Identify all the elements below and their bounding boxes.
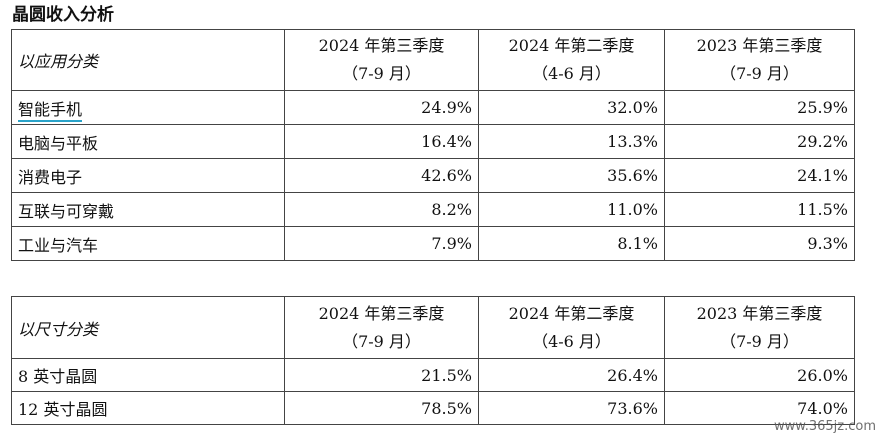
period-label: 2024 年第三季度 [318, 36, 445, 55]
revenue-by-application-table: 以应用分类 2024 年第三季度 （7-9 月） 2024 年第二季度 （4-6… [11, 29, 855, 261]
table-row: 8 英寸晶圆 21.5% 26.4% 26.0% [11, 358, 855, 392]
table-cell: 8.1% [478, 226, 665, 261]
table-cell: 26.4% [478, 358, 665, 392]
column-header: 2023 年第三季度 （7-9 月） [664, 29, 855, 91]
table-row: 互联与可穿戴 8.2% 11.0% 11.5% [11, 192, 855, 227]
column-header: 2024 年第二季度 （4-6 月） [478, 29, 665, 91]
site-watermark: www.365jz.com [774, 419, 876, 434]
period-label: 2023 年第三季度 [696, 36, 823, 55]
category-header: 以应用分类 [11, 29, 285, 91]
column-header: 2023 年第三季度 （7-9 月） [664, 296, 855, 359]
column-header: 2024 年第三季度 （7-9 月） [284, 29, 479, 91]
table-cell: 29.2% [664, 124, 855, 159]
column-header: 2024 年第三季度 （7-9 月） [284, 296, 479, 359]
table-cell: 7.9% [284, 226, 479, 261]
table-cell: 25.9% [664, 90, 855, 125]
period-months: （4-6 月） [532, 331, 611, 351]
revenue-by-wafer-size-table: 以尺寸分类 2024 年第三季度 （7-9 月） 2024 年第二季度 （4-6… [11, 296, 855, 425]
table-cell: 13.3% [478, 124, 665, 159]
table-cell: 11.5% [664, 192, 855, 227]
period-label: 2024 年第二季度 [508, 303, 635, 323]
table-cell: 24.1% [664, 158, 855, 193]
table-cell: 16.4% [284, 124, 479, 159]
period-months: （7-9 月） [720, 331, 799, 351]
smartphone-link[interactable]: 智能手机 [18, 99, 83, 122]
table-row: 电脑与平板 16.4% 13.3% 29.2% [11, 124, 855, 159]
table-cell: 9.3% [664, 226, 855, 261]
table-cell: 8.2% [284, 192, 479, 227]
category-header: 以尺寸分类 [11, 296, 285, 359]
page-title: 晶圆收入分析 [12, 5, 114, 25]
period-label: 2024 年第二季度 [508, 36, 635, 55]
table-cell: 78.5% [284, 391, 479, 425]
table-cell: 73.6% [478, 391, 665, 425]
row-label: 8 英寸晶圆 [11, 358, 285, 392]
period-months: （7-9 月） [720, 64, 799, 83]
row-label: 工业与汽车 [11, 226, 285, 261]
period-label: 2023 年第三季度 [696, 303, 823, 323]
table-row: 12 英寸晶圆 78.5% 73.6% 74.0% [11, 391, 855, 425]
column-header: 2024 年第二季度 （4-6 月） [478, 296, 665, 359]
period-months: （7-9 月） [342, 64, 421, 83]
row-label: 消费电子 [11, 158, 285, 193]
table-cell: 35.6% [478, 158, 665, 193]
table-cell: 24.9% [284, 90, 479, 125]
table-cell: 26.0% [664, 358, 855, 392]
table-row: 工业与汽车 7.9% 8.1% 9.3% [11, 226, 855, 261]
table-header-row: 以应用分类 2024 年第三季度 （7-9 月） 2024 年第二季度 （4-6… [11, 29, 855, 91]
table-cell: 21.5% [284, 358, 479, 392]
period-label: 2024 年第三季度 [318, 303, 445, 323]
period-months: （7-9 月） [342, 331, 421, 351]
table-header-row: 以尺寸分类 2024 年第三季度 （7-9 月） 2024 年第二季度 （4-6… [11, 296, 855, 359]
table-cell: 11.0% [478, 192, 665, 227]
table-cell: 32.0% [478, 90, 665, 125]
period-months: （4-6 月） [532, 64, 611, 83]
row-label: 电脑与平板 [11, 124, 285, 159]
row-label: 智能手机 [11, 90, 285, 125]
row-label: 互联与可穿戴 [11, 192, 285, 227]
table-cell: 42.6% [284, 158, 479, 193]
table-row: 智能手机 24.9% 32.0% 25.9% [11, 90, 855, 125]
table-cell: 74.0% [664, 391, 855, 425]
table-row: 消费电子 42.6% 35.6% 24.1% [11, 158, 855, 193]
row-label: 12 英寸晶圆 [11, 391, 285, 425]
